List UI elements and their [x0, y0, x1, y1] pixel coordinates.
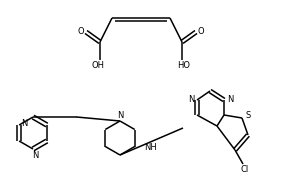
Text: OH: OH [91, 60, 105, 69]
Text: O: O [198, 27, 204, 36]
Text: N: N [188, 95, 194, 103]
Text: N: N [227, 95, 233, 103]
Text: N: N [21, 119, 27, 128]
Text: Cl: Cl [241, 164, 249, 174]
Text: N: N [117, 111, 123, 119]
Text: HO: HO [177, 60, 191, 69]
Text: O: O [78, 27, 84, 36]
Text: NH: NH [144, 143, 157, 152]
Text: N: N [32, 151, 38, 159]
Text: S: S [245, 112, 251, 120]
